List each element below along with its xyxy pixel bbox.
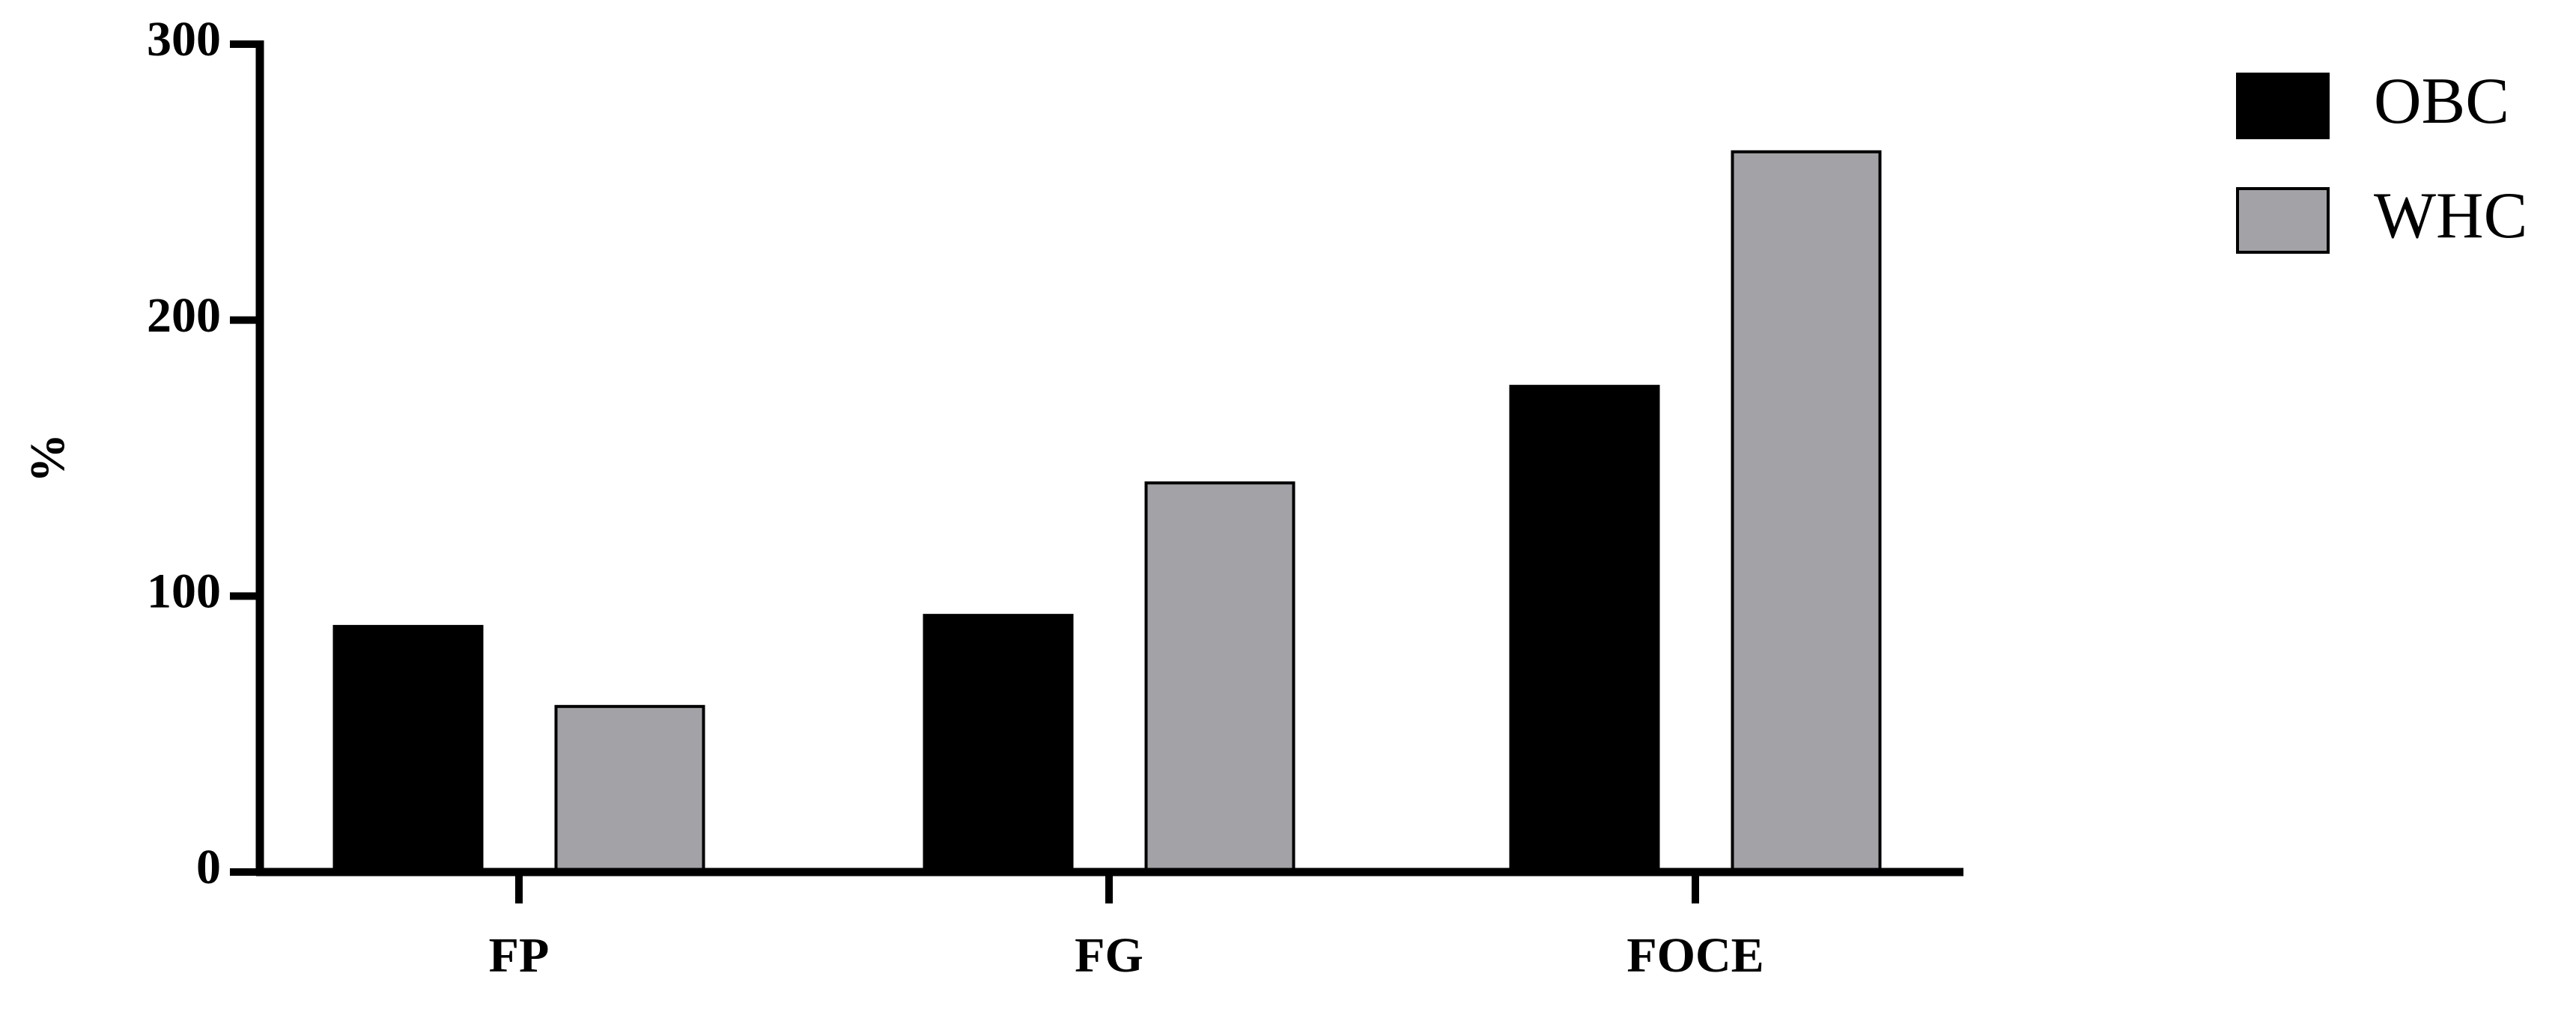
bar (1144, 481, 1295, 874)
bar (1509, 385, 1660, 874)
legend-label: WHC (2374, 180, 2527, 252)
x-tick-label: FG (1075, 928, 1143, 983)
y-tick-label: 300 (147, 12, 221, 67)
x-tick-label: FP (489, 928, 550, 983)
bar (1731, 150, 1882, 874)
legend-swatch (2236, 187, 2330, 254)
y-tick-label: 100 (147, 564, 221, 618)
bar (923, 614, 1074, 874)
y-tick-label: 0 (196, 840, 221, 894)
x-tick-label: FOCE (1626, 928, 1764, 983)
bar (554, 704, 705, 874)
bar (332, 624, 484, 874)
y-tick-label: 200 (147, 288, 221, 343)
legend-label: OBC (2374, 65, 2509, 138)
legend-swatch (2236, 73, 2330, 139)
y-axis-label: % (20, 433, 75, 483)
